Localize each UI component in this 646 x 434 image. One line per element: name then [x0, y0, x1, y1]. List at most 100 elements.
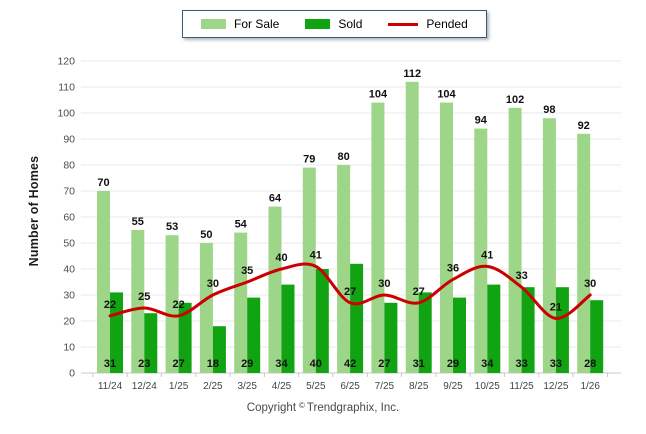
value-label-pended: 25: [138, 291, 150, 303]
x-axis-label: 1/25: [169, 381, 189, 392]
value-label-pended: 33: [515, 270, 527, 282]
y-axis-tick-label: 40: [63, 264, 75, 276]
value-label-sold: 28: [584, 358, 596, 370]
value-label-for-sale: 112: [403, 68, 421, 80]
value-label-pended: 41: [481, 249, 493, 261]
bar-for-sale: [474, 128, 488, 373]
chart-legend: For Sale Sold Pended: [182, 10, 487, 38]
value-label-for-sale: 104: [437, 89, 456, 101]
y-axis-tick-label: 70: [63, 186, 75, 198]
y-axis-tick-label: 60: [63, 212, 75, 224]
value-label-pended: 27: [344, 286, 356, 298]
value-label-pended: 30: [207, 278, 219, 290]
value-label-for-sale: 53: [166, 221, 178, 233]
legend-item-pended: Pended: [388, 17, 468, 31]
value-label-pended: 35: [241, 265, 253, 277]
bar-for-sale: [542, 118, 556, 373]
value-label-pended: 41: [310, 249, 322, 261]
bar-sold: [178, 302, 192, 373]
x-axis-label: 3/25: [237, 381, 257, 392]
bar-for-sale: [302, 167, 316, 373]
y-axis-tick-label: 110: [58, 82, 75, 94]
x-axis-label: 8/25: [409, 381, 429, 392]
bar-sold: [350, 263, 364, 373]
value-label-pended: 22: [172, 299, 184, 311]
x-axis-label: 12/24: [132, 381, 157, 392]
copyright-prefix: Copyright: [246, 402, 297, 414]
value-label-sold: 27: [172, 358, 184, 370]
legend-item-sold: Sold: [305, 17, 362, 31]
value-label-sold: 40: [310, 358, 322, 370]
value-label-sold: 23: [138, 358, 150, 370]
x-axis-label: 12/25: [543, 381, 568, 392]
y-axis-tick-label: 10: [63, 342, 75, 354]
copyright-text: Copyright © Trendgraphix, Inc.: [0, 401, 646, 414]
y-axis-tick-label: 120: [57, 56, 75, 68]
value-label-for-sale: 79: [303, 154, 315, 166]
value-label-for-sale: 50: [200, 229, 212, 241]
copyright-suffix: Trendgraphix, Inc.: [306, 402, 400, 414]
legend-label-for-sale: For Sale: [234, 17, 280, 31]
x-axis-label: 2/25: [203, 381, 223, 392]
value-label-pended: 30: [378, 278, 390, 290]
bar-for-sale: [405, 81, 419, 374]
x-axis-label: 1/26: [580, 381, 600, 392]
pended-line-swatch-icon: [388, 22, 419, 26]
value-label-for-sale: 64: [269, 193, 282, 205]
y-axis-tick-label: 0: [69, 368, 75, 380]
copyright-symbol: ©: [299, 401, 305, 410]
value-label-sold: 34: [481, 358, 494, 370]
value-label-for-sale: 94: [475, 115, 488, 127]
bar-sold: [144, 313, 158, 373]
bar-sold: [521, 287, 535, 373]
bar-for-sale: [440, 102, 453, 373]
bar-sold: [315, 269, 329, 373]
sold-swatch-icon: [305, 19, 331, 29]
y-axis-tick-label: 90: [63, 134, 75, 146]
value-label-sold: 33: [550, 358, 562, 370]
bar-for-sale: [165, 235, 179, 373]
x-axis-label: 7/25: [375, 381, 395, 392]
x-axis-label: 5/25: [306, 381, 326, 392]
y-axis-tick-label: 20: [63, 316, 75, 328]
legend-label-pended: Pended: [426, 17, 468, 31]
value-label-for-sale: 54: [235, 219, 248, 231]
bar-sold: [247, 297, 261, 373]
bar-for-sale: [268, 206, 282, 373]
bar-sold: [555, 287, 569, 373]
x-axis-label: 9/25: [443, 381, 463, 392]
x-axis-label: 6/25: [340, 381, 360, 392]
value-label-sold: 29: [241, 358, 253, 370]
bar-sold: [281, 284, 295, 373]
bar-for-sale: [508, 107, 522, 374]
value-label-sold: 33: [515, 358, 527, 370]
bar-for-sale: [199, 243, 213, 373]
bar-sold: [590, 300, 604, 373]
x-axis-label: 4/25: [272, 381, 292, 392]
legend-label-sold: Sold: [338, 17, 363, 31]
legend-item-for-sale: For Sale: [201, 17, 279, 31]
value-label-for-sale: 80: [337, 151, 349, 163]
value-label-pended: 36: [447, 262, 459, 274]
value-label-sold: 29: [447, 358, 459, 370]
value-label-sold: 34: [275, 358, 288, 370]
value-label-for-sale: 70: [97, 177, 109, 189]
value-label-pended: 27: [413, 286, 425, 298]
value-label-pended: 40: [275, 252, 287, 264]
bar-for-sale: [337, 165, 351, 373]
bar-sold: [212, 326, 226, 373]
bar-for-sale: [97, 191, 110, 373]
x-axis-label: 11/24: [98, 381, 123, 392]
bar-for-sale: [234, 232, 248, 373]
value-label-pended: 30: [584, 278, 596, 290]
value-label-for-sale: 92: [578, 120, 590, 132]
bar-for-sale: [371, 102, 385, 373]
pended-line: [108, 262, 592, 320]
x-axis-label: 11/25: [509, 381, 534, 392]
bar-sold: [384, 302, 398, 373]
y-axis-tick-label: 80: [63, 160, 75, 172]
y-axis-tick-label: 100: [57, 108, 75, 120]
value-label-for-sale: 98: [543, 104, 555, 116]
